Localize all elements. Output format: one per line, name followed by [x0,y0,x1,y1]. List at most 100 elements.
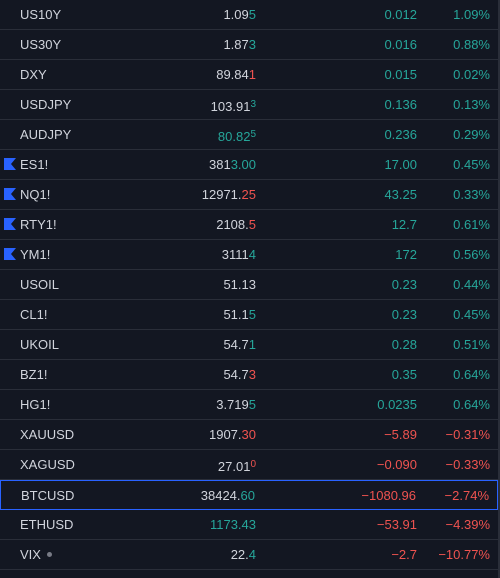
change-percent: −2.74% [444,488,489,503]
last-price-main: 38424. [200,488,241,503]
watchlist-row-hg1[interactable]: HG1! 3.7195 0.0235 0.64% [0,390,498,420]
watchlist-row-vix[interactable]: VIX 22.4 −2.7 −10.77% [0,540,498,570]
symbol-label: CL1! [20,307,48,322]
change-value: 0.012 [384,7,417,22]
change-percent: −0.31% [445,427,490,442]
last-price-tick: 5 [248,307,256,322]
symbol-label: HG1! [20,397,51,412]
last-price: 1907.30 [209,420,256,450]
change-percent: 0.44% [453,277,490,292]
change-value: 0.35 [391,367,417,382]
flag-icon[interactable] [4,188,16,200]
watchlist-row-cl1[interactable]: CL1! 51.15 0.23 0.45% [0,300,498,330]
last-price-main: 12971. [201,187,242,202]
last-price: 51.15 [223,300,256,330]
symbol-label: VIX [20,547,41,562]
change-value: 172 [395,247,417,262]
last-price-tick: 3.00 [230,157,256,172]
change-value: 0.0235 [377,397,417,412]
last-price-main: 103.91 [210,99,251,114]
watchlist-row-us10y[interactable]: US10Y 1.095 0.012 1.09% [0,0,498,30]
last-price: 1.095 [223,0,256,30]
last-price-tick: 3 [248,37,256,52]
last-price: 31114 [222,240,256,270]
last-price: 22.4 [231,540,256,570]
last-price: 89.841 [216,60,256,90]
last-price-main: 1907. [208,427,242,442]
last-price: 38424.60 [201,481,255,511]
symbol-cell: VIX [20,540,52,570]
change-percent: 0.33% [453,187,490,202]
symbol-label: YM1! [20,247,51,262]
flag-icon[interactable] [4,158,16,170]
change-percent: 0.45% [453,157,490,172]
watchlist-row-xagusd[interactable]: XAGUSD 27.010 −0.090 −0.33% [0,450,498,480]
flag-icon[interactable] [4,218,16,230]
watchlist-row-rty1[interactable]: RTY1! 2108.5 12.7 0.61% [0,210,498,240]
symbol-label: XAUUSD [20,427,75,442]
last-price-tick: 5 [248,217,256,232]
symbol-label: DXY [20,67,47,82]
watchlist-row-ethusd[interactable]: ETHUSD 1173.43 −53.91 −4.39% [0,510,498,540]
change-percent: −4.39% [445,517,490,532]
last-price: 51.13 [223,270,256,300]
watchlist-row-us30y[interactable]: US30Y 1.873 0.016 0.88% [0,30,498,60]
last-price-tick: 4 [248,247,256,262]
change-value: 43.25 [384,187,417,202]
watchlist-row-ukoil[interactable]: UKOIL 54.71 0.28 0.51% [0,330,498,360]
watchlist-row-usdjpy[interactable]: USDJPY 103.913 0.136 0.13% [0,90,498,120]
change-value: 0.23 [391,307,417,322]
change-value: 0.236 [384,127,417,142]
watchlist-row-bz1[interactable]: BZ1! 54.73 0.35 0.64% [0,360,498,390]
watchlist-row-audjpy[interactable]: AUDJPY 80.825 0.236 0.29% [0,120,498,150]
flag-icon[interactable] [4,248,16,260]
last-price-tick: 0 [250,459,256,470]
symbol-label: US10Y [20,7,62,22]
watchlist-row-btcusd[interactable]: BTCUSD 38424.60 −1080.96 −2.74% [0,480,498,510]
last-price: 54.73 [223,360,256,390]
watchlist-row-usoil[interactable]: USOIL 51.13 0.23 0.44% [0,270,498,300]
last-price-main: 51.13 [223,277,256,292]
last-price-main: 22. [230,547,249,562]
last-price-main: 3111 [221,247,249,262]
symbol-label: AUDJPY [20,127,72,142]
last-price: 3813.00 [209,150,256,180]
watchlist-row-dxy[interactable]: DXY 89.841 0.015 0.02% [0,60,498,90]
watchlist-row-xauusd[interactable]: XAUUSD 1907.30 −5.89 −0.31% [0,420,498,450]
change-value: 12.7 [391,217,417,232]
change-percent: 0.64% [453,367,490,382]
change-value: 0.28 [391,337,417,352]
watchlist-row-ym1[interactable]: YM1! 31114 172 0.56% [0,240,498,270]
last-price: 1.873 [223,30,256,60]
last-price-tick: 1 [248,67,256,82]
change-value: −0.090 [376,457,417,472]
change-value: 0.136 [384,97,417,112]
change-percent: 0.02% [453,67,490,82]
last-price-tick: 4 [248,547,256,562]
last-price-tick: 60 [240,488,255,503]
change-percent: 0.45% [453,307,490,322]
last-price: 54.71 [223,330,256,360]
change-percent: 0.88% [453,37,490,52]
last-price-tick: 1 [248,337,256,352]
last-price-main: 2108. [216,217,249,232]
change-value: 0.016 [384,37,417,52]
symbol-label: XAGUSD [20,457,75,472]
change-value: 0.015 [384,67,417,82]
last-price: 3.7195 [216,390,256,420]
last-price-main: 89.84 [216,67,249,82]
watchlist-row-es1[interactable]: ES1! 3813.00 17.00 0.45% [0,150,498,180]
last-price-tick: 25 [241,187,256,202]
change-percent: −10.77% [438,547,490,562]
symbol-label: ES1! [20,157,49,172]
market-status-dot-icon [46,552,52,557]
last-price-main: 51.1 [223,307,249,322]
change-value: −2.7 [391,547,417,562]
last-price: 12971.25 [202,180,256,210]
last-price-main: 1.87 [223,37,249,52]
watchlist-row-nq1[interactable]: NQ1! 12971.25 43.25 0.33% [0,180,498,210]
last-price: 1173.43 [210,510,256,540]
last-price-tick: 5 [248,7,256,22]
change-percent: 0.61% [453,217,490,232]
